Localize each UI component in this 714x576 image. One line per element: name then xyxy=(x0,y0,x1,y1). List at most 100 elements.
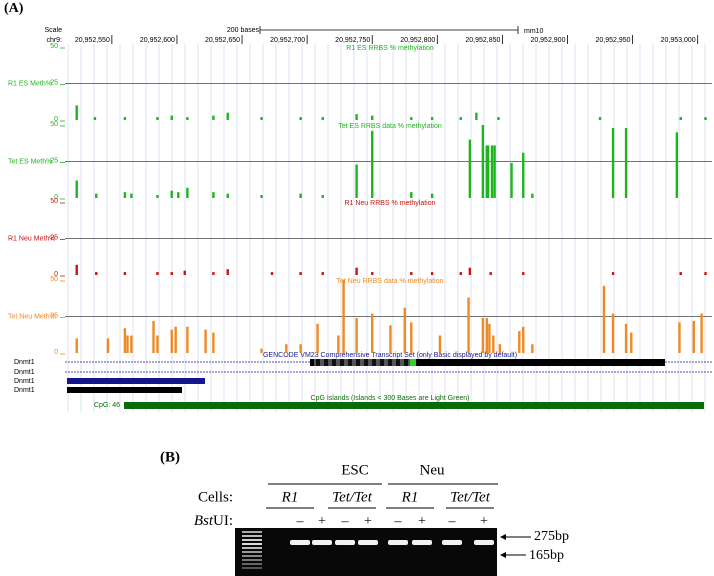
enzyme-rest: UI: xyxy=(213,513,233,529)
utr xyxy=(314,359,410,366)
methylation-bar xyxy=(531,344,534,353)
methylation-bar xyxy=(485,317,488,353)
y-tick-label: 0 xyxy=(54,194,58,201)
methylation-bar xyxy=(75,264,78,275)
cpg-label: CpG: 46 xyxy=(94,402,120,409)
methylation-bar xyxy=(602,285,606,353)
gel-band xyxy=(474,540,494,545)
methylation-bar xyxy=(430,272,434,275)
methylation-bar xyxy=(299,344,302,353)
methylation-bar xyxy=(522,152,525,198)
methylation-bar xyxy=(186,117,189,120)
treatment-label: – xyxy=(448,514,457,529)
methylation-bar xyxy=(186,326,189,353)
scale-bar-label: 200 bases xyxy=(227,27,260,34)
enzyme-label: BstUI: xyxy=(194,513,233,529)
x-tick-label: 20,952,950 xyxy=(596,37,631,44)
methylation-bar xyxy=(156,272,159,275)
track-label: R1 Neu Meth% xyxy=(8,235,55,242)
methylation-bar xyxy=(156,117,159,120)
methylation-bar xyxy=(260,195,263,198)
methylation-bar xyxy=(692,320,695,353)
methylation-bar xyxy=(299,117,302,120)
methylation-bar xyxy=(170,272,173,275)
x-tick-label: 20,952,550 xyxy=(75,37,110,44)
methylation-bar xyxy=(485,145,488,198)
treatment-label: + xyxy=(418,514,426,529)
gel-band xyxy=(388,540,408,545)
cpg-title: CpG Islands (Islands < 300 Bases are Lig… xyxy=(311,395,470,402)
methylation-bar xyxy=(93,117,97,120)
methylation-bar xyxy=(123,117,127,120)
cell-label: R1 xyxy=(281,489,299,505)
methylation-bar xyxy=(675,132,679,198)
x-tick-label: 20,952,750 xyxy=(335,37,370,44)
methylation-bar xyxy=(630,332,633,353)
methylation-bar xyxy=(611,272,615,275)
methylation-bar xyxy=(174,326,177,353)
methylation-bar xyxy=(95,193,98,198)
methylation-bar xyxy=(624,323,628,353)
cell-label: R1 xyxy=(401,489,419,505)
track-label: R1 ES Meth% xyxy=(8,80,52,87)
cpg-island xyxy=(124,402,704,409)
methylation-bar xyxy=(704,272,707,275)
methylation-bar xyxy=(459,117,462,120)
methylation-bar xyxy=(371,313,374,353)
methylation-bar xyxy=(490,145,494,198)
methylation-bar xyxy=(611,313,615,353)
methylation-bar xyxy=(410,272,413,275)
methylation-bar xyxy=(355,317,358,353)
x-tick-label: 20,952,650 xyxy=(205,37,240,44)
methylation-bar xyxy=(679,272,682,275)
methylation-bar xyxy=(522,272,525,275)
methylation-bar xyxy=(481,317,485,353)
gel-band xyxy=(358,540,378,545)
methylation-bar xyxy=(204,329,207,353)
panel-label: (B) xyxy=(160,449,180,465)
methylation-bar xyxy=(624,127,628,198)
methylation-bar xyxy=(95,272,98,275)
methylation-bar xyxy=(212,272,215,275)
arrow-head xyxy=(500,534,506,540)
track-title: R1 ES RRBS % methylation xyxy=(346,45,434,52)
methylation-bar xyxy=(186,187,189,198)
methylation-bar xyxy=(438,335,442,353)
transcript-label: Dnmt1 xyxy=(14,378,35,385)
treatment-label: + xyxy=(364,514,372,529)
enzyme-italic: Bst xyxy=(194,513,214,529)
methylation-bar xyxy=(337,335,340,353)
methylation-bar xyxy=(170,115,173,120)
methylation-bar xyxy=(212,332,215,353)
scale-label: Scale xyxy=(44,27,62,34)
methylation-bar xyxy=(355,267,358,275)
methylation-bar xyxy=(430,193,434,198)
methylation-bar xyxy=(493,145,496,198)
methylation-bar xyxy=(498,344,502,353)
gel-band xyxy=(412,540,432,545)
methylation-bar xyxy=(522,326,525,353)
group-label: ESC xyxy=(341,462,369,478)
x-tick-label: 20,952,600 xyxy=(140,37,175,44)
methylation-bar xyxy=(126,335,129,353)
treatment-label: + xyxy=(318,514,326,529)
methylation-bar xyxy=(170,190,173,198)
transcript-label: Dnmt1 xyxy=(14,369,35,376)
methylation-bar xyxy=(321,195,324,198)
methylation-bar xyxy=(156,195,159,198)
transcript-label: Dnmt1 xyxy=(14,387,35,394)
methylation-bar xyxy=(678,322,681,353)
methylation-bar xyxy=(75,105,78,120)
methylation-bar xyxy=(598,117,602,120)
methylation-bar xyxy=(389,325,392,353)
methylation-bar xyxy=(489,272,492,275)
group-label: Neu xyxy=(420,462,445,478)
methylation-bar xyxy=(531,193,534,198)
x-tick-label: 20,952,850 xyxy=(465,37,500,44)
methylation-bar xyxy=(497,117,500,120)
methylation-bar xyxy=(260,117,263,120)
y-tick-label: 50 xyxy=(50,121,58,128)
methylation-bar xyxy=(459,272,462,275)
methylation-bar xyxy=(152,320,155,353)
